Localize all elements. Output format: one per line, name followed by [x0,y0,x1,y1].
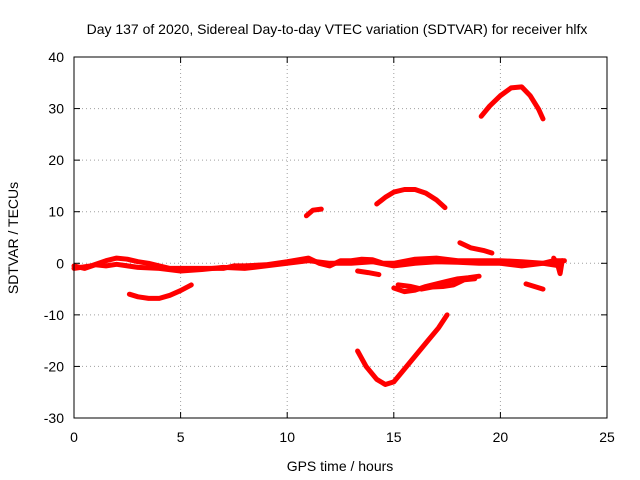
x-tick-label: 15 [386,429,402,445]
y-axis-label: SDTVAR / TECUs [5,182,21,294]
y-tick-label: -20 [44,358,64,374]
y-tick-label: 10 [48,204,64,220]
series-cluster-neg-16h-b [395,276,478,292]
series-arc-low-early [126,282,194,301]
x-tick-label: 0 [70,429,78,445]
x-tick-label: 20 [493,429,509,445]
plot-frame [73,56,608,419]
grid [74,57,607,418]
chart-title: Day 137 of 2020, Sidereal Day-to-day VTE… [87,21,588,37]
series-neg-small-14h [355,268,382,278]
series-seg-18h [457,240,495,256]
y-tick-label: -30 [44,410,64,426]
y-tick-label: 40 [48,49,64,65]
series-dip-15h [355,312,450,387]
series-baseline-b [71,258,563,274]
axis-ticks: 0 5 10 15 20 25 -30 -20 -10 0 10 20 30 40 [44,49,615,445]
y-tick-label: 30 [48,101,64,117]
y-tick-label: 0 [56,255,64,271]
series-arc-high-20h [478,84,546,122]
data-series [71,84,567,387]
x-axis-label: GPS time / hours [287,458,394,474]
series-tail-23h [551,255,565,277]
y-tick-label: -10 [44,307,64,323]
series-seg-22h [523,281,546,292]
series-seg-11h [303,206,324,219]
x-tick-label: 10 [279,429,295,445]
series-arc-high-15h [374,187,448,211]
x-tick-label: 5 [177,429,185,445]
y-tick-label: 20 [48,152,64,168]
x-tick-label: 25 [599,429,615,445]
